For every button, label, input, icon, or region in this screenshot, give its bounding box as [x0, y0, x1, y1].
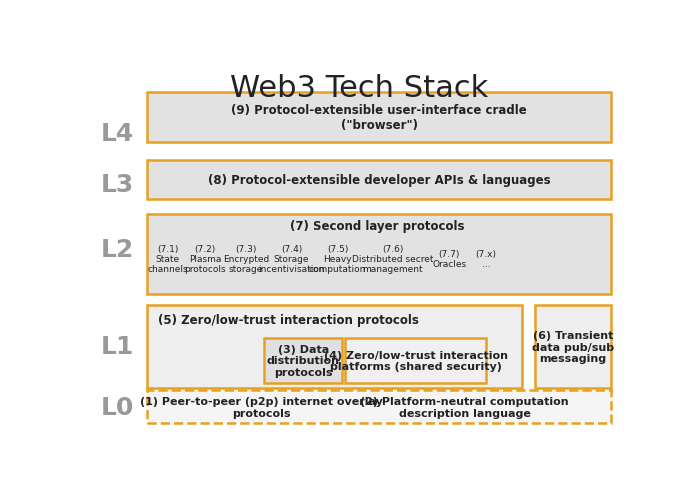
- Text: L1: L1: [101, 334, 134, 358]
- Text: (7) Second layer protocols: (7) Second layer protocols: [290, 219, 465, 232]
- Text: L2: L2: [101, 238, 134, 262]
- FancyBboxPatch shape: [147, 390, 611, 423]
- FancyBboxPatch shape: [345, 338, 486, 383]
- Text: L0: L0: [101, 395, 134, 419]
- Text: (7.3)
Encrypted
storage: (7.3) Encrypted storage: [223, 244, 269, 274]
- FancyBboxPatch shape: [147, 161, 611, 200]
- Text: (7.7)
Oracles: (7.7) Oracles: [433, 249, 466, 269]
- Text: (7.6)
Distributed secret
management: (7.6) Distributed secret management: [352, 244, 434, 274]
- Text: (2) Platform-neutral computation
description language: (2) Platform-neutral computation descrip…: [360, 396, 569, 418]
- Text: (5) Zero/low-trust interaction protocols: (5) Zero/low-trust interaction protocols: [158, 313, 419, 326]
- Text: (7.5)
Heavy
computation: (7.5) Heavy computation: [309, 244, 366, 274]
- FancyBboxPatch shape: [147, 93, 611, 143]
- Text: (7.1)
State
channels: (7.1) State channels: [148, 244, 188, 274]
- FancyBboxPatch shape: [535, 305, 611, 388]
- Text: L3: L3: [101, 173, 134, 197]
- FancyBboxPatch shape: [147, 215, 611, 294]
- Text: (7.2)
Plasma
protocols: (7.2) Plasma protocols: [184, 244, 226, 274]
- Text: (3) Data
distribution
protocols: (3) Data distribution protocols: [267, 344, 340, 377]
- FancyBboxPatch shape: [264, 338, 342, 383]
- Text: (4) Zero/low-trust interaction
platforms (shared security): (4) Zero/low-trust interaction platforms…: [323, 350, 508, 372]
- Text: (7.4)
Storage
incentivisation: (7.4) Storage incentivisation: [258, 244, 325, 274]
- Text: Web3 Tech Stack: Web3 Tech Stack: [230, 74, 488, 103]
- Text: (1) Peer-to-peer (p2p) internet overlay
protocols: (1) Peer-to-peer (p2p) internet overlay …: [140, 396, 382, 418]
- Text: (9) Protocol-extensible user-interface cradle
("browser"): (9) Protocol-extensible user-interface c…: [231, 104, 527, 132]
- Text: (8) Protocol-extensible developer APIs & languages: (8) Protocol-extensible developer APIs &…: [208, 174, 550, 187]
- FancyBboxPatch shape: [147, 305, 522, 388]
- Text: (7.x)
...: (7.x) ...: [476, 249, 497, 269]
- Text: (6) Transient
data pub/sub
messaging: (6) Transient data pub/sub messaging: [532, 330, 614, 363]
- Text: L4: L4: [101, 121, 134, 145]
